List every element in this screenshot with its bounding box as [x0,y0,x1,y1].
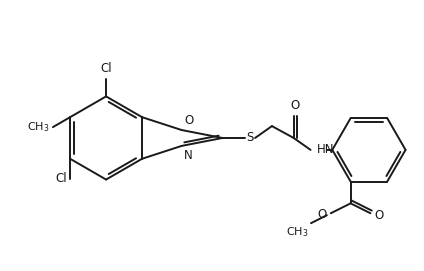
Text: O: O [374,209,384,222]
Text: O: O [318,208,327,221]
Text: CH$_3$: CH$_3$ [285,225,308,239]
Text: O: O [184,114,194,127]
Text: O: O [290,99,299,112]
Text: HN: HN [316,143,334,156]
Text: CH$_3$: CH$_3$ [28,120,50,134]
Text: Cl: Cl [56,172,67,185]
Text: Cl: Cl [100,62,112,75]
Text: N: N [184,149,192,162]
Text: S: S [246,131,254,144]
